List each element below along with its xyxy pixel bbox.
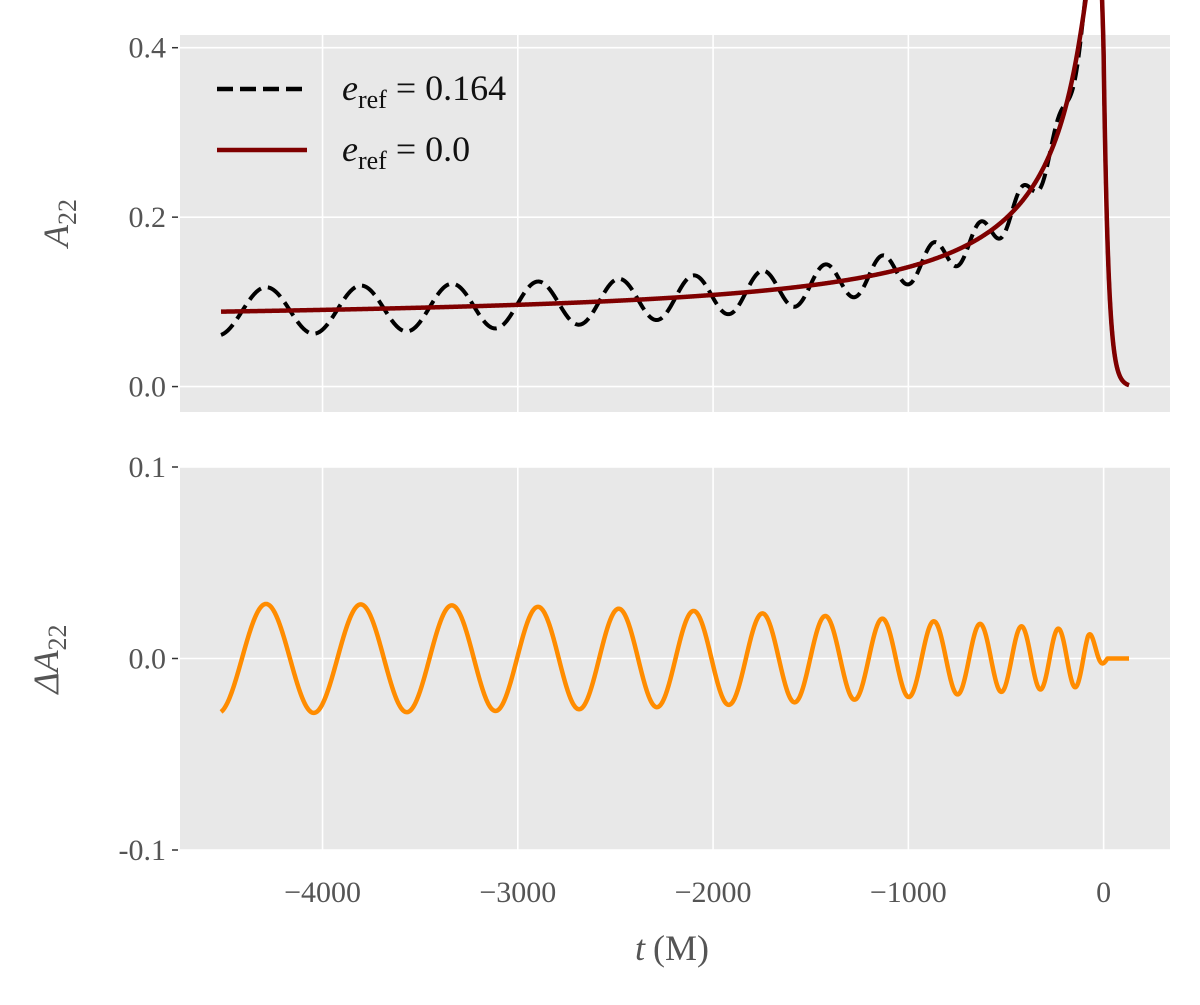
- x-tick-label: −4000: [284, 876, 361, 909]
- x-tick-label: −2000: [675, 876, 752, 909]
- residual-y-axis-label: ΔA22: [26, 624, 72, 695]
- residual-panel: -0.1 0.0 0.1 −4000 −3000 −2000 −1000 0 ΔA22 t(…: [26, 451, 1170, 968]
- amplitude-y-tick-label: 0.2: [129, 201, 167, 234]
- legend-label-eccentric: eref = 0.164: [342, 68, 506, 114]
- amplitude-panel: 0.00.20.4 A22 eref = 0.164 eref = 0.0: [36, 0, 1170, 412]
- amplitude-y-axis-label-sub: 22: [53, 199, 82, 225]
- x-axis-label-unit: (M): [653, 928, 709, 968]
- amplitude-plot-background: [180, 35, 1170, 412]
- legend-circular-sub: ref: [358, 146, 387, 175]
- amplitude-y-tick-label: 0.0: [129, 371, 167, 404]
- amplitude-y-tick-label: 0.4: [129, 32, 167, 65]
- amplitude-series-group: [220, 0, 1130, 388]
- x-tick-label: −3000: [479, 876, 556, 909]
- amplitude-y-ticks: 0.0 0.2 0.4: [129, 32, 178, 404]
- legend-circular-value: = 0.0: [387, 129, 470, 169]
- residual-y-axis-label-base: ΔA: [26, 649, 66, 695]
- amplitude-y-axis-label-base: A: [36, 224, 76, 249]
- legend-label-circular: eref = 0.0: [342, 129, 470, 175]
- legend-circular-base: e: [342, 129, 358, 169]
- legend-eccentric-sub: ref: [358, 85, 387, 114]
- series-residual-line: [219, 601, 1129, 716]
- legend-eccentric-base: e: [342, 68, 358, 108]
- residual-y-ticks: -0.1 0.0 0.1: [119, 451, 178, 867]
- x-ticks: −4000 −3000 −2000 −1000 0: [284, 876, 1111, 909]
- legend: eref = 0.164 eref = 0.0: [217, 68, 506, 175]
- x-tick-label: −1000: [870, 876, 947, 909]
- x-axis-label: t (M): [635, 928, 709, 968]
- amplitude-grid: [180, 35, 1170, 412]
- x-axis-label-var: t: [635, 928, 646, 968]
- legend-eccentric-value: = 0.164: [387, 68, 506, 108]
- residual-y-axis-label-sub: 22: [43, 624, 72, 650]
- amplitude-y-axis-label: A22: [36, 199, 82, 249]
- series-circular-line: [220, 0, 1130, 388]
- residual-y-tick-label: -0.1: [119, 834, 167, 867]
- series-eccentric-line: [220, 0, 1130, 388]
- residual-y-tick-label: 0.1: [129, 451, 167, 484]
- residual-y-tick-label: 0.0: [129, 643, 167, 676]
- residual-series-group: [219, 601, 1129, 716]
- x-tick-label: 0: [1096, 876, 1111, 909]
